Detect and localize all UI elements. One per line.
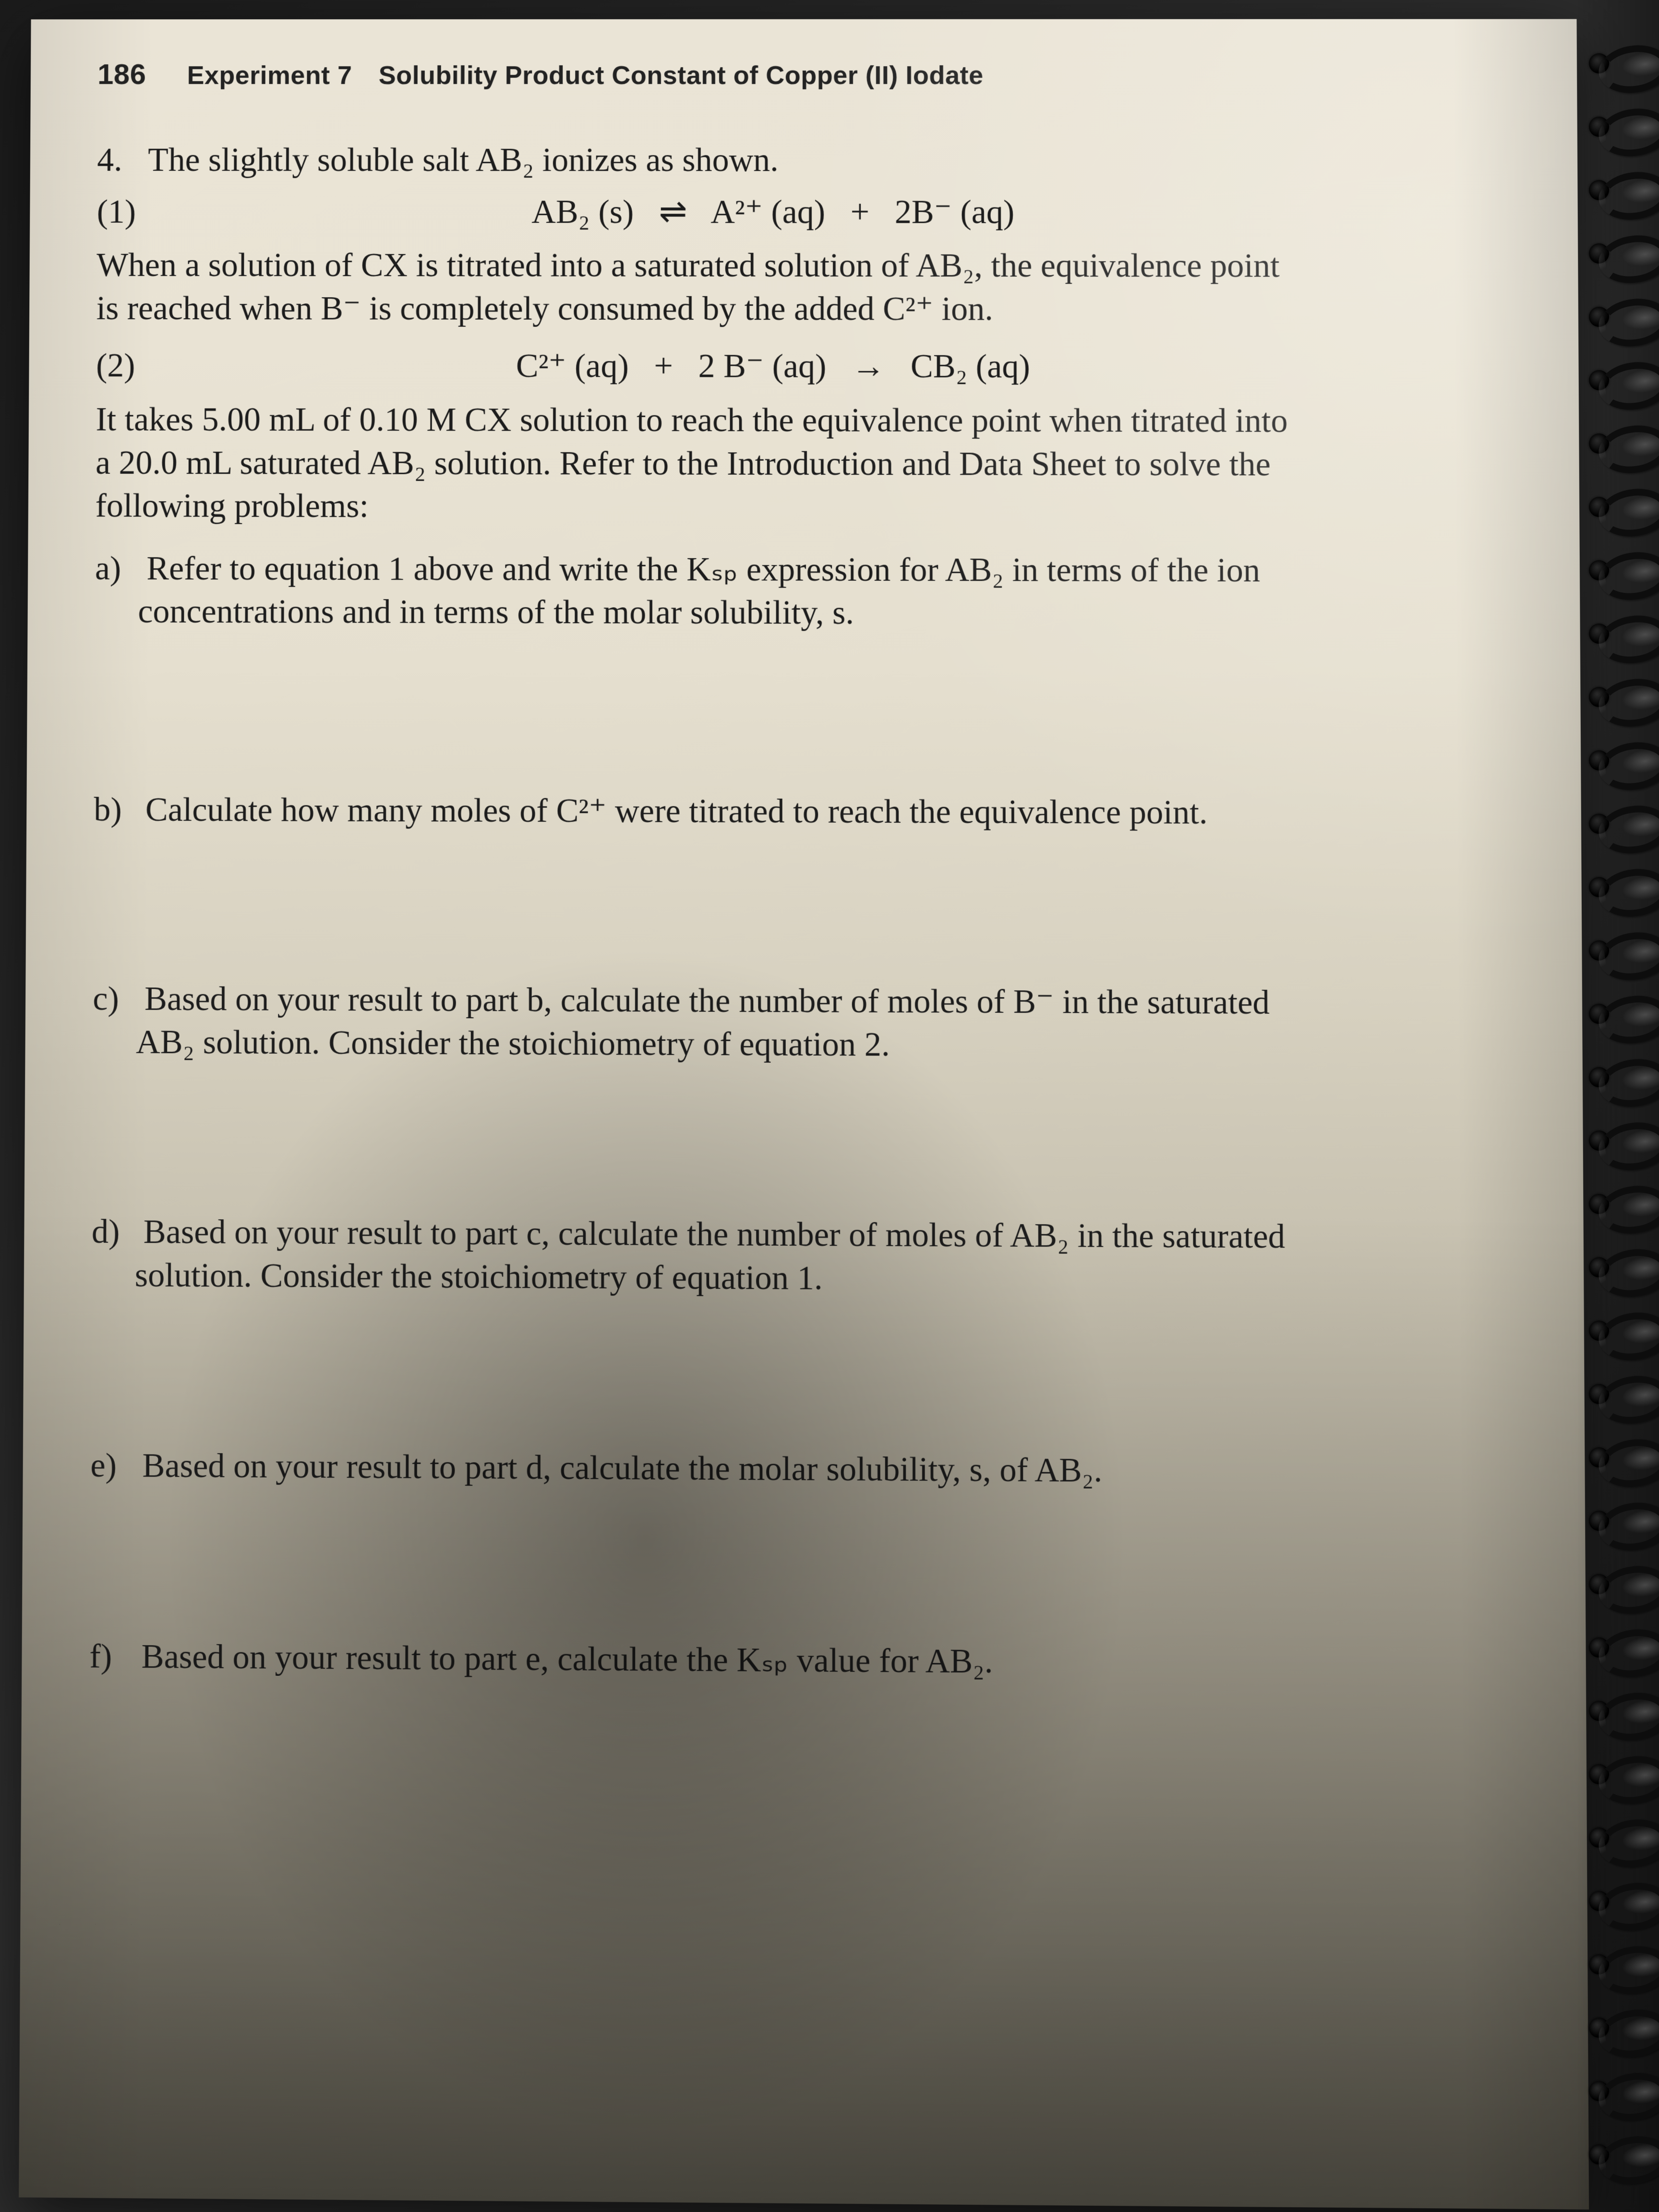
spiral-coil [1577, 1182, 1649, 1220]
eq1-rhs-a: A²⁺ (aq) [710, 193, 825, 230]
spiral-coil [1577, 105, 1649, 143]
d-line2: solution. Consider the stoichiometry of … [135, 1254, 1457, 1303]
spiral-coil [1577, 1563, 1649, 1600]
sub-question-a: a) Refer to equation 1 above and write t… [95, 547, 1454, 636]
c-line2: AB₂ solution. Consider the stoichiometry… [136, 1021, 1456, 1069]
equation-2: (2) C²⁺ (aq) + 2 B⁻ (aq) → CB₂ (aq) [96, 344, 1453, 389]
question-lead: 4. The slightly soluble salt AB₂ ionizes… [97, 139, 1452, 182]
para2-line3: following problems: [95, 487, 369, 525]
spiral-coil [1577, 232, 1649, 269]
spiral-coil [1577, 1119, 1649, 1156]
spiral-coil [1577, 675, 1649, 713]
spiral-coil [1577, 2006, 1649, 2044]
experiment-label: Experiment 7 [187, 61, 352, 90]
spiral-coil [1577, 359, 1649, 396]
sub-question-d: d) Based on your result to part c, calcu… [91, 1210, 1457, 1303]
spiral-coil [1577, 1943, 1649, 1980]
eq2-mid: 2 B⁻ (aq) [698, 348, 827, 385]
a-line2: concentrations and in terms of the molar… [138, 590, 1454, 636]
spiral-coil [1577, 1372, 1649, 1410]
d-line1: Based on your result to part c, calculat… [144, 1213, 1286, 1255]
photo-frame: 186 Experiment 7 Solubility Product Cons… [0, 0, 1659, 2212]
spiral-coil [1577, 485, 1649, 523]
b-text: Calculate how many moles of C²⁺ were tit… [145, 791, 1208, 831]
label-c: c) [93, 977, 136, 1021]
para1-line2: is reached when B⁻ is completely consume… [96, 290, 993, 328]
spiral-binding [1577, 0, 1659, 2212]
sub-question-f: f) Based on your result to part e, calcu… [89, 1635, 1459, 1686]
equation-2-tag: (2) [96, 344, 135, 387]
label-e: e) [90, 1443, 134, 1488]
lead-sentence: The slightly soluble salt AB₂ ionizes as… [148, 142, 779, 179]
spiral-coil [1577, 422, 1649, 459]
paragraph-1: When a solution of CX is titrated into a… [96, 244, 1453, 331]
spiral-coil [1577, 1689, 1649, 1727]
label-b: b) [94, 788, 137, 832]
page-number: 186 [97, 58, 146, 90]
spiral-coil [1577, 1626, 1649, 1663]
sub-question-e: e) Based on your result to part d, calcu… [90, 1443, 1458, 1494]
spiral-coil [1577, 929, 1649, 966]
textbook-page: 186 Experiment 7 Solubility Product Cons… [19, 19, 1589, 2210]
label-f: f) [89, 1635, 133, 1679]
spiral-coil [1577, 1309, 1649, 1346]
spiral-coil [1577, 549, 1649, 586]
sub-question-c: c) Based on your result to part b, calcu… [93, 977, 1456, 1069]
label-a: a) [95, 547, 138, 590]
spiral-coil [1577, 2133, 1649, 2170]
spiral-coil [1577, 42, 1649, 79]
spiral-coil [1577, 1816, 1649, 1853]
experiment-title: Solubility Product Constant of Copper (I… [379, 61, 984, 90]
spiral-coil [1577, 739, 1649, 776]
c-line1: Based on your result to part b, calculat… [144, 980, 1270, 1022]
spiral-coil [1577, 1879, 1649, 1917]
spiral-coil [1577, 992, 1649, 1030]
sub-question-b: b) Calculate how many moles of C²⁺ were … [94, 788, 1455, 835]
spiral-coil [1577, 2069, 1649, 2107]
question-number: 4. [97, 139, 140, 182]
para2-line2: a 20.0 mL saturated AB₂ solution. Refer … [96, 444, 1271, 483]
label-d: d) [92, 1210, 135, 1253]
a-line1: Refer to equation 1 above and write the … [146, 550, 1260, 589]
question-body: 4. The slightly soluble salt AB₂ ionizes… [89, 139, 1459, 1686]
f-text: Based on your result to part e, calculat… [141, 1637, 993, 1680]
spiral-coil [1577, 1436, 1649, 1473]
e-text: Based on your result to part d, calculat… [142, 1447, 1102, 1490]
spiral-coil [1577, 1499, 1649, 1537]
spiral-coil [1577, 168, 1649, 206]
eq1-plus: + [851, 193, 870, 230]
eq2-rhs: CB₂ (aq) [911, 348, 1030, 385]
paragraph-2: It takes 5.00 mL of 0.10 M CX solution t… [95, 398, 1454, 529]
eq2-lhs: C²⁺ (aq) [516, 348, 629, 385]
running-header: 186 Experiment 7 Solubility Product Cons… [97, 58, 1452, 91]
equation-1-tag: (1) [97, 190, 136, 233]
eq1-lhs: AB₂ (s) [531, 193, 634, 230]
spiral-coil [1577, 866, 1649, 903]
para2-line1: It takes 5.00 mL of 0.10 M CX solution t… [96, 401, 1287, 439]
spiral-coil [1577, 1753, 1649, 1790]
eq1-rhs-b: 2B⁻ (aq) [895, 193, 1015, 230]
spiral-coil [1577, 1246, 1649, 1283]
eq1-arrow: ⇌ [659, 193, 687, 230]
para1-line1: When a solution of CX is titrated into a… [96, 247, 1280, 285]
eq2-plus1: + [654, 348, 673, 385]
spiral-coil [1577, 612, 1649, 649]
eq2-arrow: → [852, 348, 885, 385]
equation-1: (1) AB₂ (s) ⇌ A²⁺ (aq) + 2B⁻ (aq) [97, 190, 1453, 234]
spiral-coil [1577, 1056, 1649, 1093]
spiral-coil [1577, 295, 1649, 333]
spiral-coil [1577, 802, 1649, 840]
